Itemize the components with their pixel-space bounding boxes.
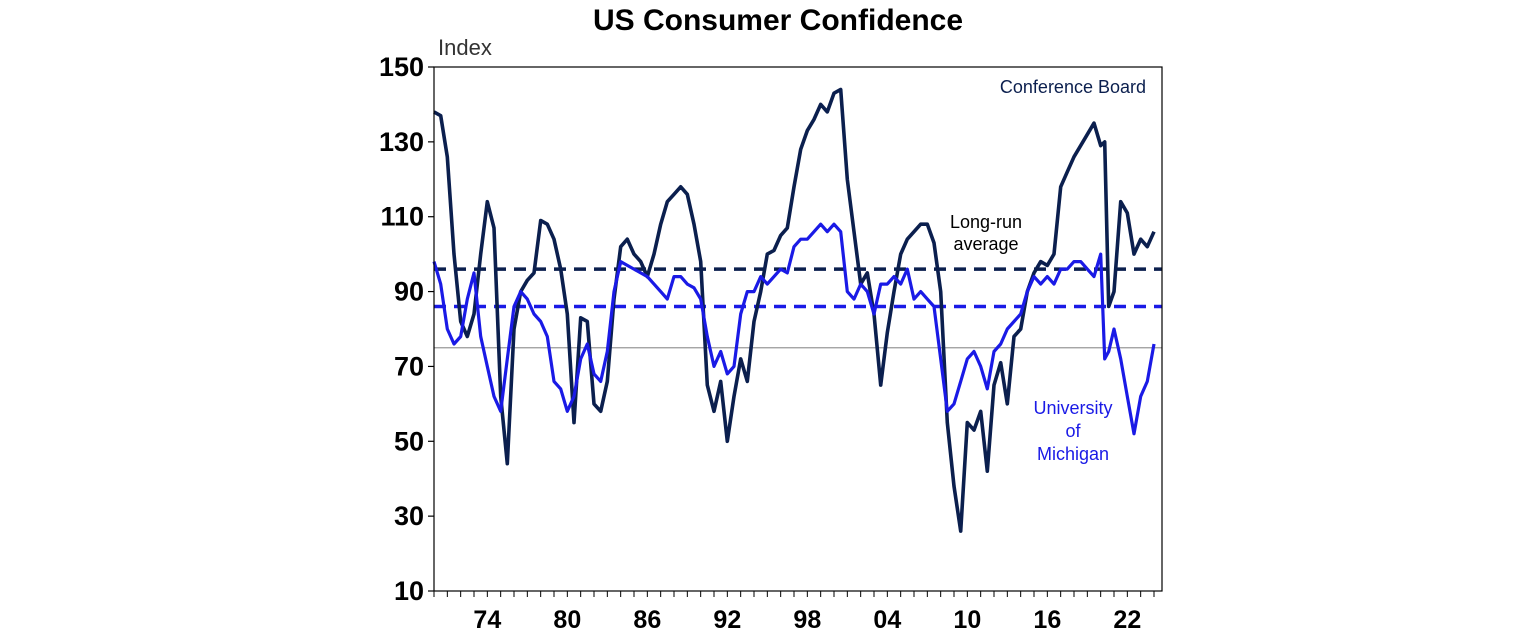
annotation-2-line-1: of (1065, 421, 1081, 441)
y-tick-label: 90 (394, 277, 424, 307)
x-tick-label: 86 (633, 606, 661, 634)
plot-area-frame (433, 66, 1163, 592)
y-tick-label: 150 (379, 52, 424, 82)
y-tick-label: 110 (380, 202, 424, 232)
annotation-1-line-1: average (953, 234, 1018, 254)
x-tick-label: 92 (713, 606, 741, 634)
x-tick-label: 80 (553, 606, 581, 634)
reference-lines (434, 267, 1162, 349)
series-line-university-of-michigan (432, 222, 1156, 436)
annotation-2-line-2: Michigan (1037, 444, 1109, 464)
y-axis-unit-label: Index (438, 35, 492, 60)
x-tick-label: 74 (473, 606, 501, 634)
x-tick-label: 22 (1113, 606, 1141, 634)
annotation-1-line-0: Long-run (950, 212, 1022, 232)
y-axis: 10 30 50 70 90 110 130 150 (379, 52, 434, 606)
annotation-0-line-0: Conference Board (1000, 77, 1146, 97)
x-tick-label: 10 (953, 606, 981, 634)
x-axis: 74 80 86 92 98 04 10 16 22 (433, 591, 1155, 634)
y-tick-label: 50 (394, 426, 424, 456)
series-line-conference-board (433, 87, 1156, 533)
chart-title: US Consumer Confidence (593, 4, 963, 37)
y-tick-label: 30 (394, 501, 424, 531)
annotation-2-line-0: University (1033, 398, 1112, 418)
x-tick-label: 04 (873, 606, 901, 634)
y-tick-label: 130 (379, 127, 424, 157)
series-lines (432, 87, 1156, 533)
x-tick-label: 16 (1033, 606, 1061, 634)
y-tick-label: 10 (394, 576, 424, 606)
x-tick-label: 98 (793, 606, 821, 634)
y-tick-label: 70 (394, 351, 424, 381)
